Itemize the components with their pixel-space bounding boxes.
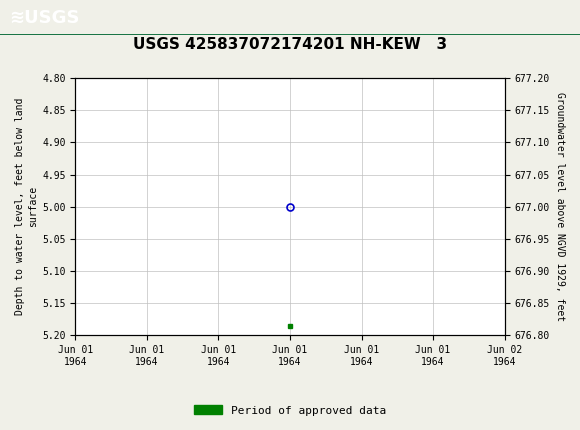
Y-axis label: Depth to water level, feet below land
surface: Depth to water level, feet below land su… [15, 98, 38, 315]
Text: USGS 425837072174201 NH-KEW   3: USGS 425837072174201 NH-KEW 3 [133, 37, 447, 52]
Y-axis label: Groundwater level above NGVD 1929, feet: Groundwater level above NGVD 1929, feet [555, 92, 565, 321]
Legend: Period of approved data: Period of approved data [190, 401, 390, 420]
Text: ≋USGS: ≋USGS [9, 9, 79, 27]
